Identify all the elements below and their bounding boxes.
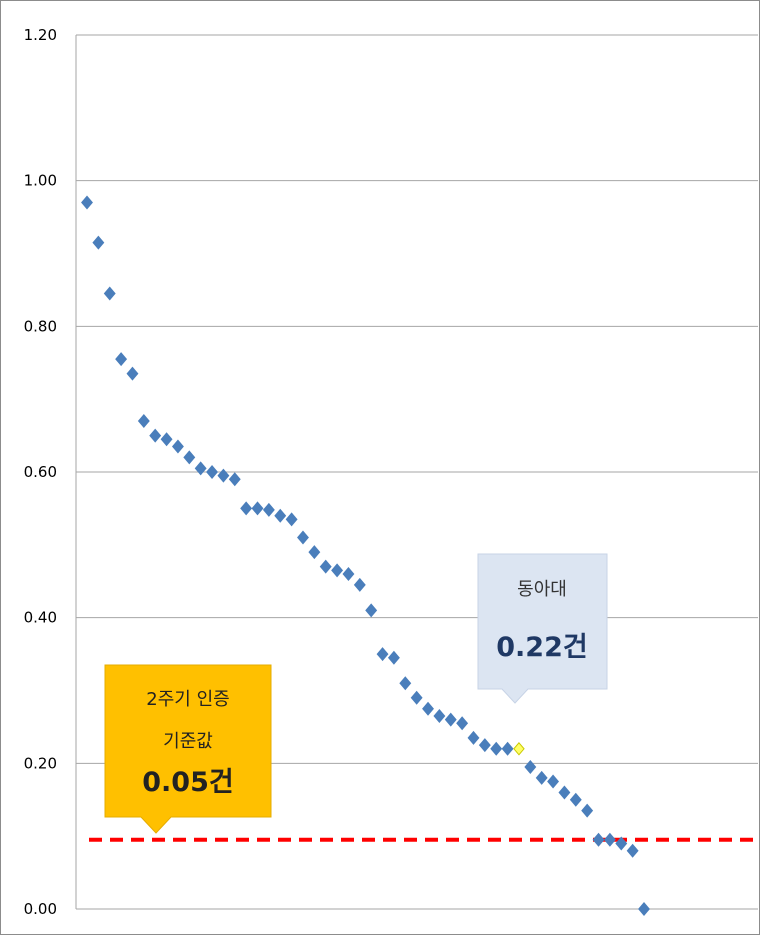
data-point (217, 468, 230, 483)
data-point (319, 559, 332, 574)
data-point (240, 501, 253, 516)
data-point (592, 832, 605, 847)
y-axis-tick-labels: 0.00 0.20 0.40 0.60 0.80 1.00 1.20 (24, 26, 57, 918)
data-point (399, 676, 412, 691)
y-tick-label: 1.20 (24, 26, 57, 44)
data-point (92, 235, 105, 250)
data-point (342, 566, 355, 581)
y-tick-label: 1.00 (24, 172, 57, 190)
y-tick-label: 0.20 (24, 754, 57, 772)
data-point (126, 366, 139, 381)
data-point (433, 708, 446, 723)
callout-dongadae-label: 동아대 (517, 579, 567, 600)
data-point (331, 563, 344, 578)
data-point (501, 741, 514, 756)
data-point (274, 508, 287, 523)
data-point (206, 465, 218, 479)
data-point (410, 690, 423, 705)
data-point (262, 502, 275, 517)
data-point (626, 843, 639, 858)
data-point (160, 432, 173, 447)
highlight-data-point (513, 741, 525, 756)
data-point (149, 428, 162, 443)
callout-criterion-box (104, 664, 272, 834)
data-point (535, 770, 548, 785)
data-point (524, 759, 537, 774)
data-point (615, 836, 628, 851)
data-point (297, 530, 309, 545)
data-point (456, 716, 469, 731)
data-point (353, 577, 366, 592)
data-point (194, 461, 207, 476)
data-point (376, 647, 389, 662)
data-point (308, 545, 321, 560)
data-point (638, 902, 650, 916)
data-point (251, 501, 264, 516)
data-point (547, 774, 560, 789)
y-tick-label: 0.80 (24, 317, 57, 335)
data-point (603, 832, 616, 847)
data-point (444, 712, 457, 727)
data-point (387, 650, 400, 665)
y-tick-label: 0.60 (24, 463, 57, 481)
callout-criterion-label-line2: 기준값 (163, 731, 213, 752)
callout-dongadae-value: 0.22건 (496, 632, 587, 663)
y-tick-label: 0.00 (24, 900, 57, 918)
data-point (490, 741, 503, 756)
data-point (137, 414, 150, 429)
data-point (558, 785, 571, 800)
data-point (581, 803, 594, 818)
data-point (478, 738, 491, 753)
data-point (569, 792, 582, 807)
data-point (365, 603, 378, 618)
data-point (81, 195, 93, 210)
callout-criterion-value: 0.05건 (142, 767, 233, 798)
callout-criterion: 2주기 인증 기준값 0.05건 (104, 664, 272, 834)
data-point (228, 472, 241, 487)
callout-criterion-label-line1: 2주기 인증 (146, 689, 229, 710)
data-point (285, 512, 298, 527)
callout-dongadae-box (477, 553, 608, 704)
data-point (467, 730, 480, 745)
y-tick-label: 0.40 (24, 609, 57, 627)
data-point (103, 286, 116, 301)
data-point (115, 352, 128, 367)
data-point (171, 439, 184, 454)
data-point (422, 701, 434, 716)
callout-dongadae: 동아대 0.22건 (477, 553, 608, 704)
data-point (183, 450, 196, 465)
data-points (81, 195, 650, 916)
